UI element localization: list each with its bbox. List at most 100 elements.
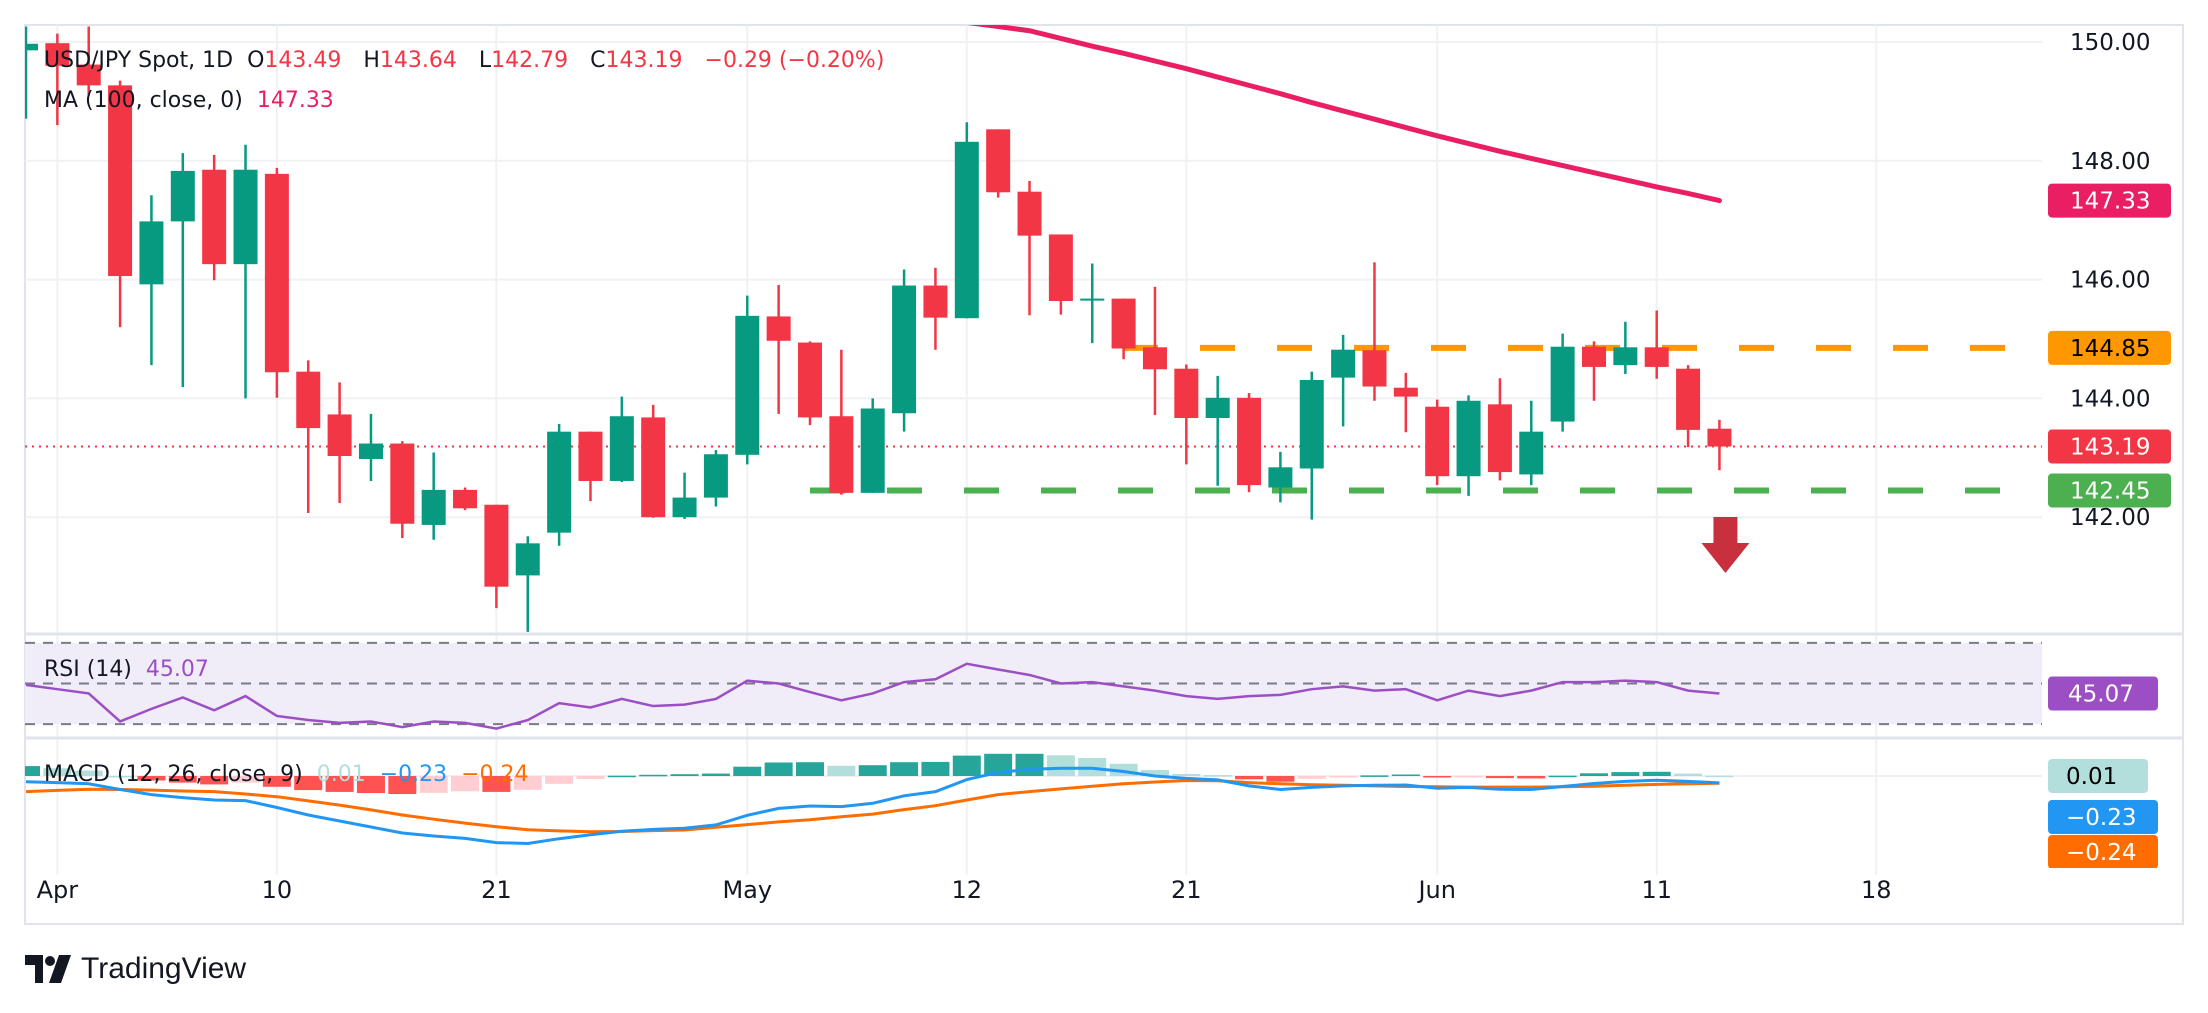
macd-tag-macd (2048, 800, 2158, 834)
candle-body (1550, 346, 1575, 422)
macd-histogram-bar (200, 776, 229, 785)
tradingview-logo[interactable]: TradingView (25, 952, 246, 986)
price-tag-support (2048, 473, 2171, 508)
ma-100-line (967, 25, 1722, 204)
time-tick-label: 11 (1641, 876, 1672, 904)
candle-body (1362, 350, 1387, 387)
candle-body (25, 43, 38, 51)
macd-histogram-bar (25, 766, 40, 776)
macd-histogram-bar (1297, 776, 1326, 779)
high-label: H (363, 48, 380, 73)
candle-body (672, 497, 697, 518)
time-tick-label: 21 (481, 876, 512, 904)
macd-histogram-bar (356, 776, 385, 794)
candle-body (1644, 347, 1669, 367)
candle-body (1142, 347, 1167, 370)
macd-histogram-bar (1423, 776, 1452, 778)
candle-body (484, 504, 509, 587)
price-tag-ma (2048, 183, 2171, 218)
close-label: C (590, 48, 606, 73)
price-tag-label: 144.85 (2070, 336, 2150, 362)
time-tick-label: May (722, 876, 772, 904)
low-label: L (478, 48, 492, 73)
time-tick-label: 18 (1861, 876, 1892, 904)
macd-histogram-bar (106, 776, 135, 778)
macd-histogram-bar (1548, 775, 1577, 778)
candle-body (1174, 368, 1199, 419)
macd-histogram-bar (1674, 773, 1703, 776)
macd-hist-value: 0.01 (316, 762, 366, 787)
symbol-title[interactable]: USD/JPY Spot, 1D (44, 48, 234, 73)
rsi-tag-label: 45.07 (2068, 682, 2134, 708)
candle-body (45, 43, 70, 66)
candle-body (1582, 346, 1606, 367)
macd-histogram-bar (1015, 753, 1044, 776)
price-tick-label: 144.00 (2070, 386, 2150, 412)
candle-body (1268, 467, 1293, 488)
macd-histogram-bar (890, 762, 919, 776)
candle-body (829, 416, 854, 493)
rsi-value: 45.07 (145, 657, 209, 682)
rsi-legend[interactable]: RSI (14) 45.07 (44, 657, 223, 682)
candle-body (1613, 347, 1638, 366)
high-value: 143.64 (379, 48, 457, 73)
macd-histogram-bar (388, 776, 417, 794)
candle-body (703, 454, 728, 498)
macd-histogram-bar (168, 776, 197, 783)
candle-body (1237, 397, 1262, 486)
candle-body (1111, 298, 1136, 349)
candle-body (421, 489, 446, 525)
price-axis[interactable]: 150.00 148.00 146.00 144.00 142.00 147.33 144.… (2048, 30, 2171, 869)
macd-histogram-bar (294, 776, 323, 791)
down-arrow-icon (1701, 516, 1750, 573)
candle-body (170, 170, 195, 222)
candle-body (1331, 349, 1356, 378)
macd-histogram-bar (576, 776, 605, 779)
candle-body (296, 371, 321, 429)
rsi-tag (2048, 676, 2158, 711)
macd-histogram-bar (74, 770, 103, 776)
time-axis[interactable]: Apr 10 21 May 12 21 Jun 11 18 (37, 876, 1892, 904)
time-tick-label: 21 (1171, 876, 1202, 904)
candle-body (1393, 387, 1418, 397)
price-tag-label: 143.19 (2070, 435, 2150, 461)
symbol-legend: USD/JPY Spot, 1D O143.49 H143.64 L142.79 C14… (44, 48, 898, 73)
price-tag-last (2048, 429, 2171, 464)
candle-body (1017, 191, 1042, 236)
chart-frame (24, 24, 2184, 925)
macd-legend[interactable]: MACD (12, 26, close, 9) 0.01 −0.23 −0.24 (44, 762, 543, 787)
open-label: O (247, 48, 265, 73)
tradingview-logo-icon (25, 955, 71, 983)
macd-histogram-bar (1485, 776, 1514, 779)
macd-histogram-bar (764, 762, 793, 776)
macd-histogram-bar (733, 766, 762, 776)
price-tag-resistance (2048, 330, 2171, 365)
price-tick-label: 150.00 (2070, 30, 2150, 56)
candle-body (202, 169, 227, 265)
candle-body (1707, 428, 1732, 447)
macd-histogram-bar (545, 776, 574, 784)
rsi-line (25, 662, 1720, 730)
low-value: 142.79 (491, 48, 569, 73)
candle-body (860, 408, 885, 493)
macd-histogram-bar (231, 776, 260, 783)
tradingview-logo-text: TradingView (81, 952, 247, 985)
macd-histogram-bar (1329, 776, 1358, 778)
price-tag-label: 147.33 (2070, 189, 2150, 215)
candle-body (1456, 400, 1481, 477)
macd-histogram-bar (1391, 774, 1420, 776)
price-tick-label: 146.00 (2070, 268, 2150, 294)
macd-histogram-bar (451, 776, 480, 792)
candle-body (76, 64, 101, 86)
candle-body (986, 129, 1011, 193)
time-tick-label: Jun (1416, 876, 1456, 904)
price-tag-label: 142.45 (2070, 478, 2150, 504)
macd-histogram-bar (1517, 776, 1546, 779)
macd-histogram-bar (1203, 775, 1232, 777)
candle-body (1080, 298, 1105, 301)
macd-histogram-bar (1360, 775, 1389, 777)
macd-histogram-bar (482, 776, 511, 792)
ma-legend[interactable]: MA (100, close, 0) 147.33 (44, 88, 348, 113)
macd-tag-label: −0.23 (2066, 805, 2136, 831)
